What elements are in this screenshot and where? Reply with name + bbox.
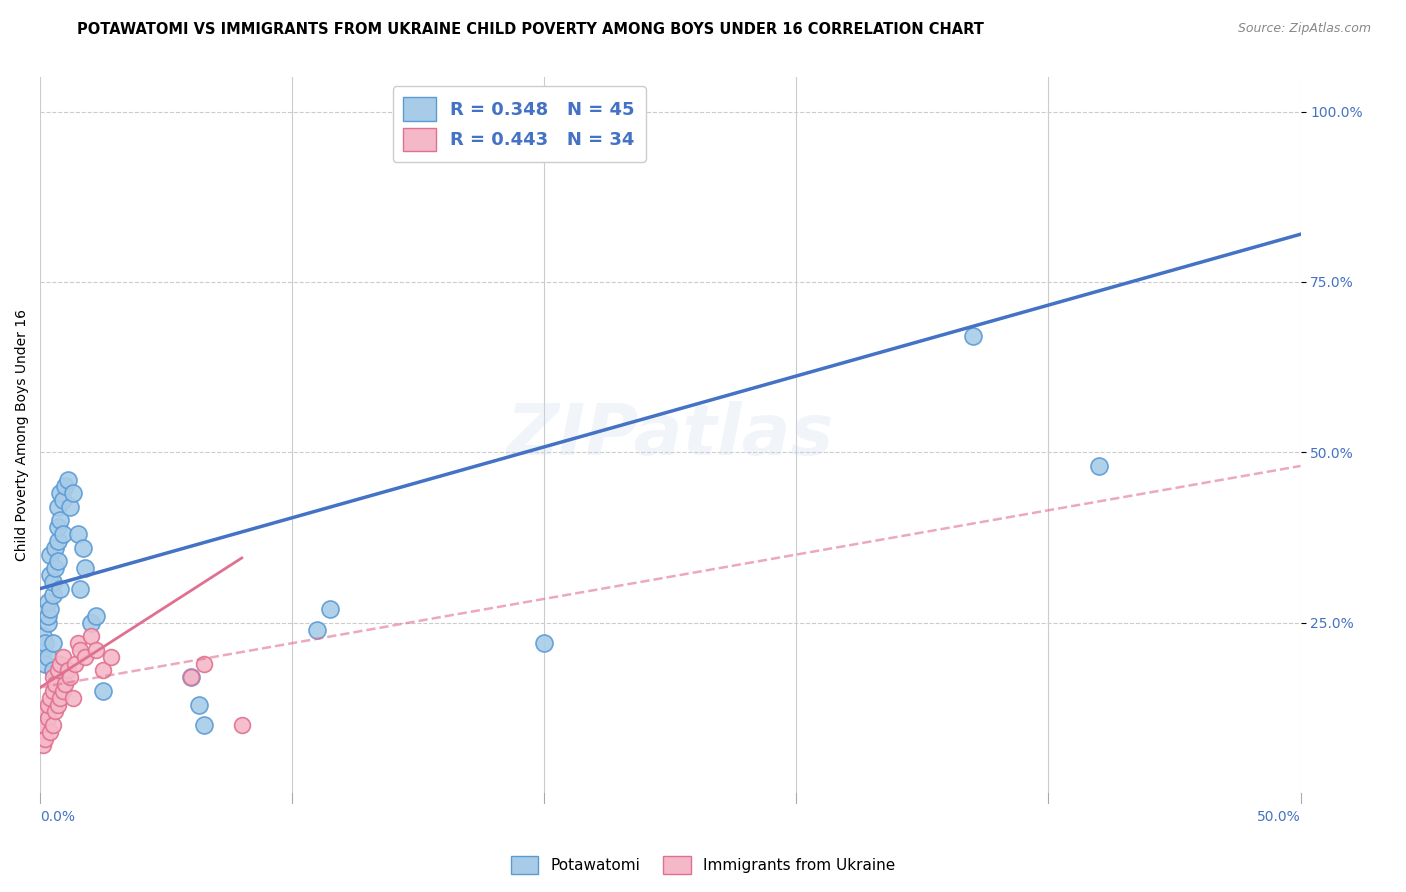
Point	[52, 649, 75, 664]
Point	[307, 623, 329, 637]
Point	[37, 649, 59, 664]
Point	[53, 479, 76, 493]
Text: 50.0%: 50.0%	[1257, 810, 1301, 824]
Point	[49, 657, 72, 671]
Legend: Potawatomi, Immigrants from Ukraine: Potawatomi, Immigrants from Ukraine	[505, 850, 901, 880]
Text: ZIPatlas: ZIPatlas	[506, 401, 834, 470]
Point	[72, 541, 94, 555]
Point	[44, 541, 66, 555]
Point	[34, 704, 56, 718]
Point	[231, 718, 253, 732]
Point	[52, 493, 75, 508]
Point	[319, 602, 342, 616]
Point	[31, 643, 53, 657]
Point	[41, 684, 63, 698]
Point	[46, 554, 69, 568]
Point	[79, 629, 101, 643]
Point	[34, 636, 56, 650]
Point	[69, 643, 91, 657]
Point	[180, 670, 202, 684]
Point	[39, 548, 62, 562]
Point	[37, 711, 59, 725]
Point	[1088, 458, 1111, 473]
Point	[31, 629, 53, 643]
Point	[41, 718, 63, 732]
Point	[75, 561, 97, 575]
Point	[66, 636, 89, 650]
Point	[52, 527, 75, 541]
Legend: R = 0.348   N = 45, R = 0.443   N = 34: R = 0.348 N = 45, R = 0.443 N = 34	[392, 87, 645, 161]
Y-axis label: Child Poverty Among Boys Under 16: Child Poverty Among Boys Under 16	[15, 310, 30, 561]
Point	[49, 514, 72, 528]
Point	[49, 582, 72, 596]
Point	[180, 670, 202, 684]
Point	[39, 724, 62, 739]
Point	[84, 608, 107, 623]
Point	[193, 718, 215, 732]
Point	[44, 704, 66, 718]
Point	[41, 589, 63, 603]
Point	[46, 533, 69, 548]
Point	[65, 657, 87, 671]
Point	[46, 500, 69, 514]
Text: 0.0%: 0.0%	[41, 810, 75, 824]
Point	[39, 690, 62, 705]
Point	[31, 718, 53, 732]
Point	[37, 698, 59, 712]
Point	[41, 664, 63, 678]
Text: Source: ZipAtlas.com: Source: ZipAtlas.com	[1237, 22, 1371, 36]
Point	[52, 684, 75, 698]
Point	[66, 527, 89, 541]
Point	[31, 739, 53, 753]
Point	[62, 690, 84, 705]
Point	[49, 690, 72, 705]
Point	[46, 520, 69, 534]
Point	[44, 677, 66, 691]
Point	[69, 582, 91, 596]
Point	[193, 657, 215, 671]
Point	[59, 500, 82, 514]
Point	[79, 615, 101, 630]
Point	[37, 595, 59, 609]
Point	[62, 486, 84, 500]
Point	[91, 664, 114, 678]
Point	[34, 731, 56, 746]
Point	[44, 561, 66, 575]
Point	[53, 677, 76, 691]
Point	[91, 684, 114, 698]
Point	[187, 698, 209, 712]
Text: POTAWATOMI VS IMMIGRANTS FROM UKRAINE CHILD POVERTY AMONG BOYS UNDER 16 CORRELAT: POTAWATOMI VS IMMIGRANTS FROM UKRAINE CH…	[77, 22, 984, 37]
Point	[37, 608, 59, 623]
Point	[56, 473, 79, 487]
Point	[34, 657, 56, 671]
Point	[962, 329, 984, 343]
Point	[100, 649, 122, 664]
Point	[41, 636, 63, 650]
Point	[56, 664, 79, 678]
Point	[39, 568, 62, 582]
Point	[41, 574, 63, 589]
Point	[59, 670, 82, 684]
Point	[49, 486, 72, 500]
Point	[46, 664, 69, 678]
Point	[84, 643, 107, 657]
Point	[75, 649, 97, 664]
Point	[41, 670, 63, 684]
Point	[39, 602, 62, 616]
Point	[533, 636, 555, 650]
Point	[37, 615, 59, 630]
Point	[46, 698, 69, 712]
